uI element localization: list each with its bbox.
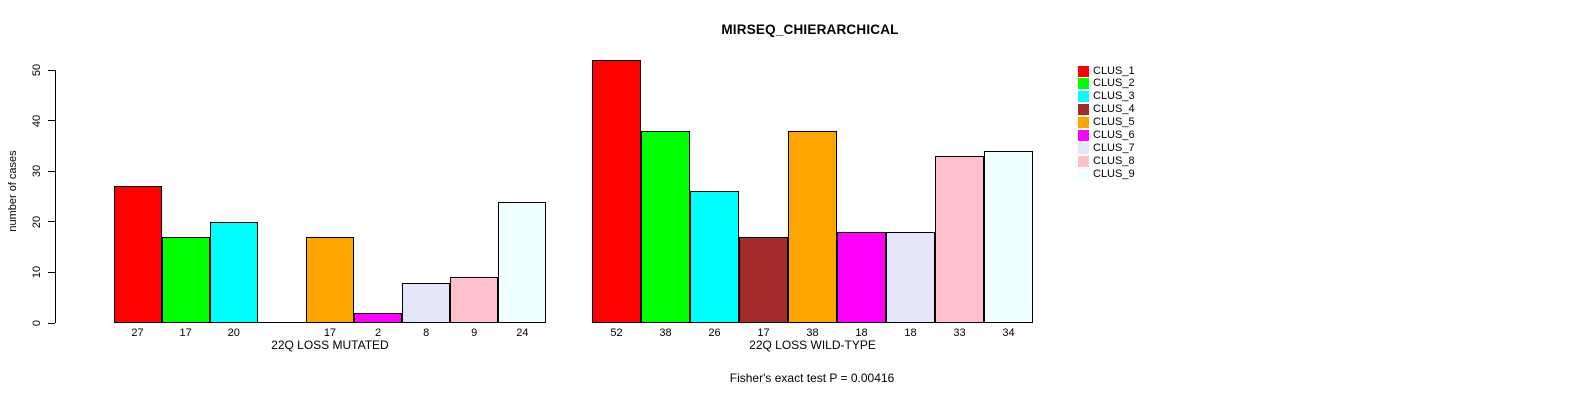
legend-label: CLUS_2 (1093, 77, 1135, 90)
bar (788, 131, 837, 323)
y-tick (48, 69, 55, 71)
bar (886, 232, 935, 323)
bar-value-label: 9 (471, 327, 478, 339)
bar-value-label: 2 (374, 327, 382, 339)
bar (402, 283, 451, 323)
y-tick-label: 40 (31, 114, 43, 127)
bar-value-label: 18 (855, 327, 868, 339)
bar-value-label: 18 (904, 327, 917, 339)
group-label: 22Q LOSS MUTATED (271, 338, 389, 352)
bar (641, 131, 690, 323)
legend-swatch (1078, 65, 1089, 77)
bar (984, 151, 1033, 323)
y-axis-line (55, 70, 56, 323)
bar-value-label: 38 (806, 327, 819, 339)
y-axis-label: number of cases (7, 150, 19, 232)
bar (305, 237, 354, 323)
legend-label: CLUS_9 (1093, 167, 1135, 180)
legend-label: CLUS_3 (1093, 90, 1135, 103)
legend-swatch (1078, 130, 1089, 141)
bar (592, 60, 641, 323)
bar-zero (257, 322, 306, 323)
bar (113, 186, 162, 323)
y-tick (48, 221, 55, 223)
y-tick-label: 20 (31, 215, 43, 228)
bar (209, 222, 258, 323)
y-tick-label: 0 (31, 319, 43, 327)
bar-value-label: 8 (423, 327, 430, 339)
bar-value-label: 52 (610, 327, 623, 339)
y-tick (48, 322, 55, 324)
bar (450, 277, 499, 323)
bar-value-label: 34 (1002, 327, 1015, 339)
legend-swatch (1078, 104, 1089, 116)
legend-label: CLUS_4 (1093, 103, 1135, 116)
fisher-test-annotation: Fisher's exact test P = 0.00416 (729, 371, 895, 385)
bar-value-label: 17 (323, 327, 337, 339)
bar (739, 237, 788, 323)
legend-label: CLUS_6 (1093, 129, 1135, 141)
y-tick-label: 10 (31, 266, 43, 279)
legend-swatch (1078, 78, 1089, 90)
legend-swatch (1078, 91, 1089, 103)
bar-value-label: 17 (757, 327, 770, 339)
bar-value-label: 24 (516, 327, 529, 339)
bar (935, 156, 984, 323)
bar-value-label: 17 (179, 327, 192, 339)
y-tick (48, 170, 55, 172)
chart-title: MIRSEQ_CHIERARCHICAL (721, 22, 899, 37)
bar (161, 237, 210, 323)
y-tick (48, 120, 55, 122)
legend-label: CLUS_7 (1093, 141, 1135, 154)
y-tick-label: 30 (31, 165, 43, 178)
bar-value-label: 20 (227, 327, 240, 339)
bar (690, 191, 739, 323)
bar (354, 313, 403, 323)
legend-swatch (1078, 117, 1089, 129)
y-tick (48, 271, 55, 273)
legend-label: CLUS_8 (1093, 154, 1135, 167)
bar-value-label: 26 (708, 327, 721, 339)
legend-swatch (1078, 155, 1089, 167)
legend-label: CLUS_5 (1093, 116, 1135, 129)
y-tick-label: 50 (31, 63, 43, 77)
legend-swatch (1078, 168, 1089, 180)
bar-value-label: 33 (953, 327, 966, 339)
legend-swatch (1078, 142, 1089, 154)
bar (498, 202, 547, 323)
group-label: 22Q LOSS WILD-TYPE (749, 338, 876, 352)
bar-value-label: 38 (659, 327, 672, 339)
legend-label: CLUS_1 (1093, 64, 1135, 77)
bar (837, 232, 886, 323)
bar-value-label: 27 (131, 327, 144, 339)
